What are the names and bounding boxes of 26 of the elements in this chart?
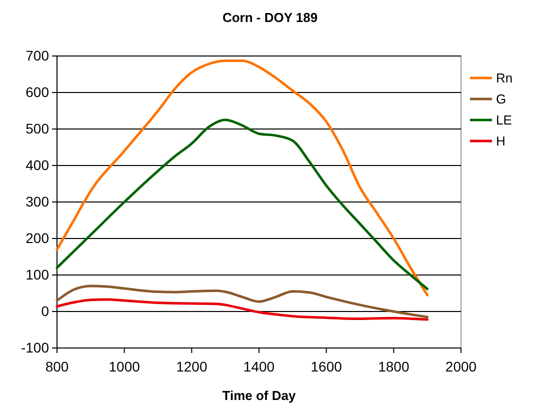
x-tick-label: 800: [45, 358, 69, 374]
x-tick-label: 1600: [310, 358, 342, 374]
x-tick-label: 2000: [445, 358, 477, 374]
line-series: [56, 59, 429, 296]
x-tick-label: 1200: [176, 358, 208, 374]
legend-label: Rn: [496, 70, 513, 86]
chart-title: Corn - DOY 189: [222, 10, 318, 25]
line-series: [56, 298, 429, 321]
legend-label: H: [496, 134, 506, 149]
y-tick-label: 500: [26, 120, 50, 136]
y-tick-label: -100: [20, 339, 50, 356]
legend-label: G: [496, 92, 506, 107]
y-tick-label: 700: [26, 47, 50, 64]
x-axis-title: Time of Day: [222, 388, 296, 403]
x-tick-label: 1400: [243, 358, 275, 374]
line-series: [56, 118, 429, 290]
y-tick-label: 300: [26, 193, 50, 210]
legend-label: LE: [496, 112, 512, 128]
y-tick-label: 100: [26, 266, 50, 282]
y-tick-label: 400: [26, 156, 50, 173]
y-tick-label: 600: [26, 84, 50, 100]
x-tick-label: 1000: [108, 358, 140, 374]
y-tick-label: 200: [26, 230, 50, 246]
x-tick-label: 1800: [378, 358, 410, 374]
y-tick-label: 0: [41, 302, 50, 319]
line-series: [56, 284, 429, 318]
